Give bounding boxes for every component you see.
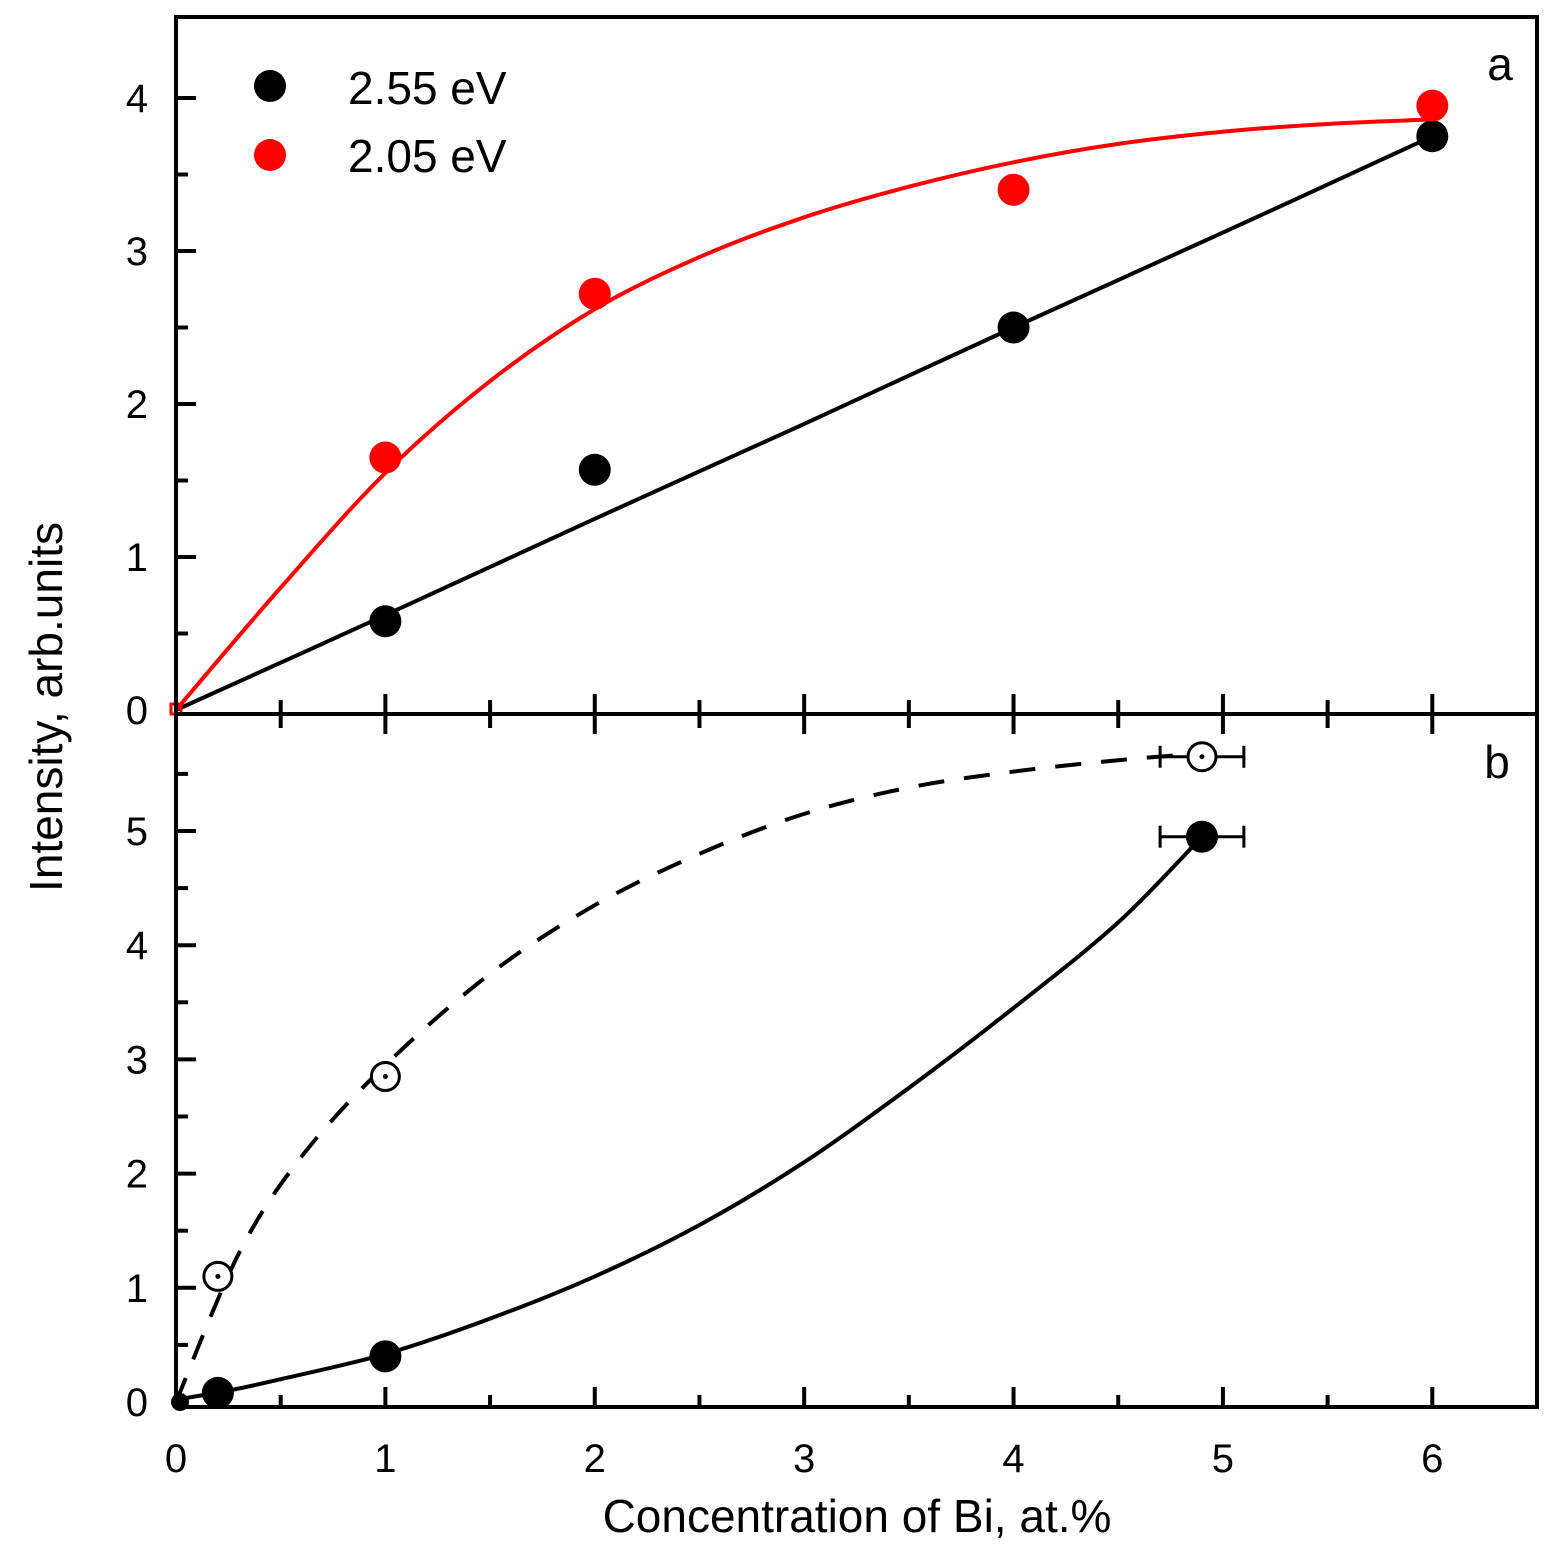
data-point-a-2-05-ev (997, 173, 1030, 206)
data-point-a-2-55-ev (997, 311, 1030, 344)
x-axis-title: Concentration of Bi, at.% (603, 1490, 1112, 1542)
data-point-a-2-55-ev (369, 605, 402, 638)
panel-label-a: a (1487, 38, 1513, 90)
legend-label-2-55-ev: 2.55 eV (348, 62, 507, 114)
x-tick-label: 6 (1421, 1437, 1443, 1481)
y-tick-label-b: 4 (126, 924, 148, 968)
plot-area (169, 70, 1449, 1411)
data-point-a-2-05-ev (578, 277, 611, 310)
data-point-b-open-center (1199, 754, 1205, 760)
y-tick-label-a: 0 (126, 689, 148, 733)
fit-line-b-dashed (174, 751, 1203, 1403)
data-point-a-2-55-ev (1416, 120, 1449, 153)
y-tick-label-b: 2 (126, 1153, 148, 1197)
x-tick-label: 3 (793, 1437, 815, 1481)
panel-label-b: b (1484, 736, 1510, 788)
y-tick-label-b: 0 (126, 1381, 148, 1425)
data-point-a-2-55-ev (578, 453, 611, 486)
y-tick-label-a: 2 (126, 383, 148, 427)
y-tick-label-b: 1 (126, 1267, 148, 1311)
x-tick-label: 1 (374, 1437, 396, 1481)
data-point-b-filled (369, 1340, 402, 1373)
y-tick-label-a: 4 (126, 77, 148, 121)
fit-line-a-2-05-ev (174, 117, 1433, 712)
data-point-b-filled (1185, 820, 1218, 853)
y-axis-title: Intensity, arb.units (20, 522, 72, 892)
data-point-a-2-05-ev (1416, 89, 1449, 122)
data-point-b-open-center (215, 1273, 221, 1279)
labels: Concentration of Bi, at.% Intensity, arb… (20, 38, 1513, 1542)
x-tick-label: 2 (584, 1437, 606, 1481)
data-point-b-filled (201, 1376, 234, 1409)
legend-label-2-05-ev: 2.05 eV (348, 130, 507, 182)
y-tick-label-b: 5 (126, 810, 148, 854)
x-tick-label: 0 (165, 1437, 187, 1481)
legend-marker-2-55-ev (254, 70, 286, 102)
x-tick-label: 4 (1002, 1437, 1024, 1481)
y-tick-label-a: 1 (126, 536, 148, 580)
axes (174, 15, 1539, 1409)
data-point-a-2-05-ev (369, 441, 402, 474)
y-tick-label-b: 3 (126, 1038, 148, 1082)
legend-marker-2-05-ev (254, 139, 286, 171)
fit-line-a-2-55-ev (175, 134, 1434, 712)
fit-line-b-solid (175, 835, 1204, 1402)
data-point-b-open-center (382, 1074, 388, 1080)
x-tick-label: 5 (1212, 1437, 1234, 1481)
y-tick-label-a: 3 (126, 230, 148, 274)
